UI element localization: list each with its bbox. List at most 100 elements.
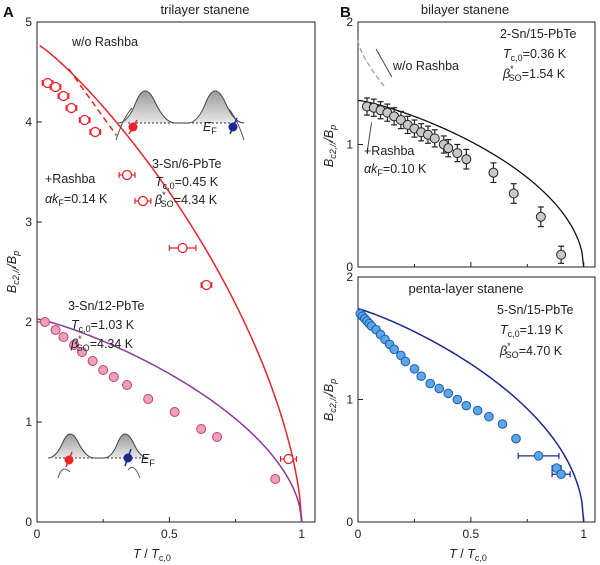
panel-a-tc-6pbte: Tc,0=0.45 K: [155, 175, 219, 191]
y-tick-label: 5: [25, 15, 32, 29]
data-point-12pbte: [77, 347, 88, 357]
data-point-12pbte: [196, 424, 207, 434]
panel-b-upper-fit-curves: [357, 40, 585, 268]
panel-a-alpha-kf: αkF=0.14 K: [45, 192, 108, 208]
data-point-5sn: [461, 400, 472, 411]
panel-b-upper-y-axis-label: Bc2,///Bp: [322, 125, 338, 167]
x-tick-label: 0: [355, 527, 362, 541]
panel-b-alpha-kf: αkF=0.10 K: [364, 162, 427, 178]
data-point-6pbte: [79, 114, 90, 126]
data-point-5sn: [443, 388, 454, 399]
x-tick-label: 1: [298, 527, 305, 541]
data-point-2sn: [452, 148, 463, 159]
panel-b-lower-title: penta-layer stanene: [409, 281, 524, 296]
data-point-6pbte: [283, 453, 294, 465]
panel-a-data-points: [39, 77, 298, 484]
panel-a-wo-rashba-label: w/o Rashba: [71, 35, 138, 49]
data-point-2sn: [395, 115, 406, 125]
y-tick-label: 1: [346, 138, 353, 152]
data-point-5sn: [484, 411, 494, 422]
data-point-5sn: [497, 419, 508, 429]
data-point-12pbte: [270, 474, 281, 484]
data-point-12pbte: [169, 407, 180, 417]
panel-b-plus-rashba-label: +Rashba: [364, 144, 414, 158]
data-point-12pbte: [108, 372, 119, 382]
fit-curve-2sn: [357, 99, 585, 268]
data-point-2sn: [508, 188, 519, 199]
panel-a-x-axis-label: T / Tc,0: [133, 547, 171, 563]
panel-b-upper-title: bilayer stanene: [421, 2, 509, 17]
data-point-12pbte: [98, 365, 109, 375]
y-tick-label: 2: [25, 315, 32, 329]
data-point-6pbte: [90, 126, 101, 138]
data-point-5sn: [400, 356, 411, 367]
data-point-5sn: [409, 364, 420, 374]
x-tick-label: 1: [580, 527, 587, 541]
panel-b-lower-data-points: [355, 308, 571, 480]
data-point-2sn: [556, 249, 567, 260]
y-tick-label: 0: [346, 515, 353, 529]
wo-rashba-leader-line: [375, 48, 393, 78]
x-tick-label: 0: [34, 527, 41, 541]
band-lower-ef-label: EF: [141, 452, 155, 468]
panel-b-beta-5sn: β* SO=4.70 K: [499, 341, 563, 360]
panel-b-sample-2sn: 2-Sn/15-PbTe: [500, 27, 576, 41]
data-point-5sn: [416, 371, 427, 382]
y-tick-label: 0: [346, 260, 353, 274]
panel-a-sample-12pbte: 3-Sn/12-PbTe: [68, 299, 144, 313]
panel-letter-a: A: [3, 4, 14, 21]
data-point-12pbte: [58, 332, 69, 342]
data-point-12pbte: [50, 325, 61, 335]
data-point-5sn: [452, 394, 463, 405]
data-point-12pbte: [87, 356, 98, 366]
data-point-2sn: [488, 167, 499, 178]
panel-a-frame: [36, 21, 316, 523]
panel-a-tc-12pbte: Tc,0=1.03 K: [71, 318, 135, 334]
panel-a-beta-12pbte: β* SO=4.34 K: [70, 334, 134, 353]
panel-b-tc-2sn: Tc,0=0.36 K: [503, 47, 567, 63]
band-upper-ef-label: EF: [203, 120, 217, 136]
panel-a-sample-6pbte: 3-Sn/6-PbTe: [152, 157, 222, 171]
fit-curve-without-rashba-6pbte: [68, 68, 118, 136]
band-schematic-upper: EF: [115, 90, 245, 141]
data-point-12pbte: [212, 432, 223, 442]
data-point-5sn: [533, 451, 544, 461]
data-point-5sn: [511, 433, 521, 444]
data-point-5sn: [472, 405, 483, 416]
data-point-5sn: [434, 383, 445, 394]
panel-b-beta-2sn: β* SO=1.54 K: [502, 64, 566, 83]
data-point-2sn: [461, 154, 472, 165]
panel-b-upper-data-points: [362, 97, 567, 264]
panel-b-lower-y-axis-label: Bc2,///Bp: [322, 379, 338, 421]
data-point-6pbte: [201, 279, 212, 291]
fit-curve-with-rashba-6pbte: [39, 44, 303, 523]
panel-b-lower-fit-curves: [357, 308, 585, 523]
panel-b-sample-5sn: 5-Sn/15-PbTe: [497, 303, 573, 317]
data-point-2sn: [429, 133, 440, 144]
panel-a-axes: 0 1 2 3 4 5 0 0.5 1: [25, 15, 305, 541]
data-point-2sn: [535, 211, 546, 222]
data-point-12pbte: [39, 317, 50, 327]
data-point-12pbte: [122, 380, 133, 390]
data-point-6pbte: [137, 195, 149, 207]
y-tick-label: 3: [25, 215, 32, 229]
data-point-6pbte: [121, 169, 133, 181]
panel-a-fit-curves: [36, 44, 303, 523]
panel-a-y-axis-label: Bc2,///Bp: [5, 251, 21, 293]
data-point-6pbte: [177, 242, 188, 254]
data-point-12pbte: [143, 394, 154, 404]
panel-b-tc-5sn: Tc,0=1.19 K: [500, 323, 564, 339]
data-point-5sn: [425, 378, 436, 389]
panel-a-beta-6pbte: β* SO=4.34 K: [154, 190, 218, 209]
plus-rashba-leader-line: [366, 122, 373, 154]
y-tick-label: 1: [25, 415, 32, 429]
y-tick-label: 2: [346, 15, 353, 29]
data-point-2sn: [443, 143, 454, 154]
panel-b-x-axis-label: T / Tc,0: [449, 547, 487, 563]
data-point-5sn: [389, 344, 399, 355]
data-point-12pbte: [69, 340, 80, 350]
fit-curve-5sn: [357, 308, 585, 523]
panel-b-wo-rashba-label: w/o Rashba: [392, 59, 459, 73]
panel-letter-b: B: [340, 4, 351, 21]
